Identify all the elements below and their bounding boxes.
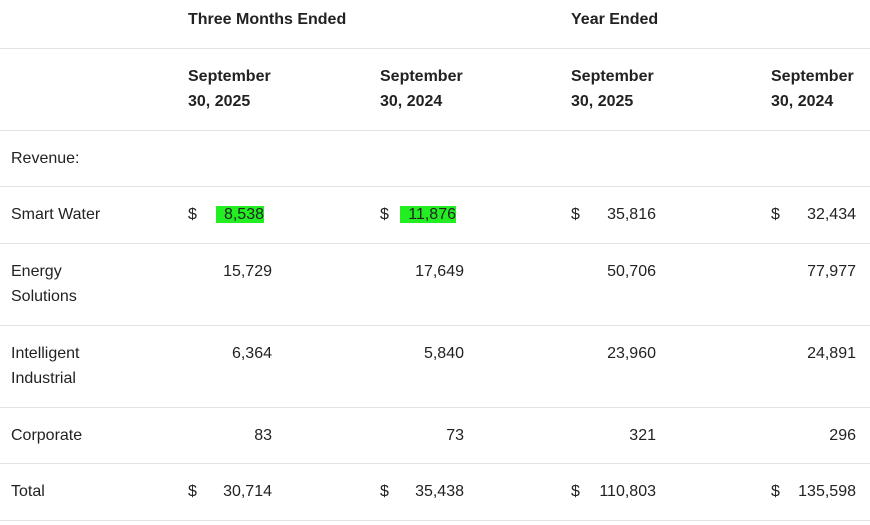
value: 30,714 [223, 483, 272, 500]
column-header: September 30, 2025 [188, 68, 271, 110]
value-cell: 135,598 [798, 479, 856, 504]
currency-symbol: $ [771, 206, 780, 223]
value-cell: 35,438 [415, 479, 464, 504]
currency-symbol: $ [571, 483, 580, 500]
value-cell: 110,803 [599, 479, 656, 504]
row-label: Revenue: [11, 150, 80, 167]
value: 23,960 [607, 345, 656, 362]
currency-symbol: $ [188, 483, 197, 500]
value: 35,816 [607, 206, 656, 223]
column-group-title: Year Ended [571, 11, 659, 28]
value: 35,438 [415, 483, 464, 500]
value: 135,598 [798, 483, 856, 500]
row-label: Total [11, 483, 45, 500]
header-row: September 30, 2025 September 30, 2024 Sept… [0, 49, 870, 131]
value: 73 [446, 427, 464, 444]
table-row: Intelligent Industrial 6,364 5,840 23,960 24… [0, 326, 870, 408]
value-cell: 8,538 [215, 202, 272, 227]
column-header: September 30, 2024 [771, 68, 854, 110]
value: 77,977 [807, 263, 856, 280]
value: 296 [829, 427, 856, 444]
value-cell: 35,816 [607, 202, 656, 227]
currency-symbol: $ [771, 483, 780, 500]
row-label: Corporate [11, 427, 83, 444]
value-cell: 32,434 [807, 202, 856, 227]
row-label: Intelligent Industrial [11, 345, 80, 387]
column-group-title: Three Months Ended [188, 11, 347, 28]
row-label: Smart Water [11, 206, 101, 223]
currency-symbol: $ [188, 206, 197, 223]
value: 15,729 [223, 263, 272, 280]
value-cell: 5,840 [424, 341, 464, 366]
column-header: September 30, 2025 [571, 68, 654, 110]
table-row: Revenue: [0, 131, 870, 187]
currency-symbol: $ [380, 483, 389, 500]
value: 50,706 [607, 263, 656, 280]
row-label: Energy Solutions [11, 263, 77, 305]
value: 5,840 [423, 345, 464, 362]
value-cell: 30,714 [223, 479, 272, 504]
value: 32,434 [807, 206, 856, 223]
currency-symbol: $ [571, 206, 580, 223]
value-cell: 77,977 [807, 259, 856, 284]
value-cell: 83 [254, 423, 272, 448]
value-cell: 6,364 [232, 341, 272, 366]
value: 321 [629, 427, 656, 444]
value-cell: 321 [629, 423, 656, 448]
table-row: Total $30,714 $35,438 $110,803 $135,598 [0, 464, 870, 521]
value: 110,803 [599, 483, 656, 500]
value-cell: 296 [829, 423, 856, 448]
value-cell: 24,891 [807, 341, 856, 366]
value: 17,649 [415, 263, 464, 280]
value: 6,364 [231, 345, 272, 362]
header-group-row: Three Months Ended Year Ended [0, 0, 870, 49]
value-cell: 15,729 [223, 259, 272, 284]
table-row: Smart Water $8,538 $11,876 $35,816 $32,434 [0, 187, 870, 244]
value: 83 [254, 427, 272, 444]
table-row: Energy Solutions 15,729 17,649 50,706 77,977 [0, 244, 870, 326]
currency-symbol: $ [380, 206, 389, 223]
value-cell: 23,960 [607, 341, 656, 366]
value-cell: 73 [446, 423, 464, 448]
value: 8,538 [215, 206, 264, 223]
column-header: September 30, 2024 [380, 68, 463, 110]
value-cell: 50,706 [607, 259, 656, 284]
table-row: Corporate 83 73 321 296 [0, 408, 870, 464]
value: 11,876 [400, 206, 456, 223]
value: 24,891 [807, 345, 856, 362]
value-cell: 17,649 [415, 259, 464, 284]
value-cell: 11,876 [400, 202, 464, 227]
